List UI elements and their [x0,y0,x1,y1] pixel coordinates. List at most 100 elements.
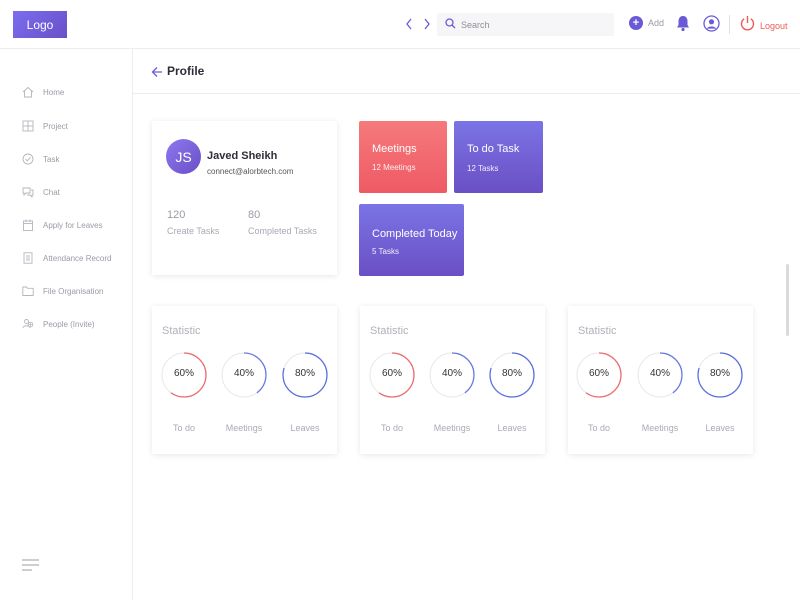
progress-ring: 40% Meetings [429,352,475,433]
logout-button[interactable]: Logout [740,15,788,37]
document-icon [22,252,34,264]
ring-svg [282,352,328,398]
arrow-left-icon[interactable] [151,65,163,83]
ring-svg [369,352,415,398]
ring-svg [489,352,535,398]
tile-subtitle: 5 Tasks [372,247,399,256]
calendar-icon [22,219,34,231]
statistic-title: Statistic [162,325,201,337]
ring-label: Meetings [225,423,263,433]
progress-ring: 40% Meetings [637,352,683,433]
ring-svg [697,352,743,398]
people-icon [22,318,34,330]
completed-tasks-label: Completed Tasks [248,226,317,236]
ring-progress-arc [489,352,535,398]
ring-label: Meetings [433,423,471,433]
chat-icon [22,186,34,198]
menu-icon[interactable] [22,558,39,571]
search-icon [445,16,456,34]
sidebar-item-label: Project [43,121,68,131]
sidebar-item-chat[interactable]: Chat [22,185,60,199]
tile-subtitle: 12 Meetings [372,163,416,172]
ring-percent: 80% [709,368,730,379]
ring-progress-arc [697,352,743,398]
folder-icon [22,285,34,297]
bell-icon[interactable] [676,15,690,37]
search-input[interactable] [461,19,611,30]
home-icon [22,86,34,98]
ring-percent: 40% [233,368,254,379]
logo[interactable]: Logo [13,11,67,38]
ring-percent: 60% [381,368,402,379]
ring-percent: 40% [649,368,670,379]
tile-title: To do Task [467,143,520,155]
top-bar: Logo + Add Logout [0,0,800,49]
avatar[interactable]: JS [166,139,201,174]
ring-svg [161,352,207,398]
ring-percent: 60% [173,368,194,379]
chevron-left-icon[interactable] [405,18,413,30]
sidebar-item-label: File Organisation [43,286,104,296]
progress-ring: 80% Leaves [697,352,743,433]
power-icon [740,15,755,37]
ring-progress-arc [369,352,415,398]
progress-ring: 60% To do [161,352,207,433]
ring-progress-arc [221,352,267,398]
statistic-title: Statistic [370,325,409,337]
chevron-right-icon[interactable] [423,18,431,30]
ring-label: Meetings [641,423,679,433]
statistic-card: Statistic 60% To do 40% Meetings 80% Lea… [152,306,337,454]
todo-task-tile[interactable]: To do Task 12 Tasks [454,121,543,193]
plus-icon: + [629,16,643,30]
page-header: Profile [133,49,800,94]
ring-svg [429,352,475,398]
scrollbar[interactable] [786,264,789,336]
completed-tasks-count: 80 [248,209,261,221]
add-button[interactable]: + Add [629,16,664,30]
check-circle-icon [22,153,34,165]
sidebar-item-task[interactable]: Task [22,152,59,166]
ring-label: Leaves [497,423,527,433]
sidebar-item-label: Task [43,154,60,164]
ring-progress-arc [429,352,475,398]
history-nav [405,16,431,32]
progress-ring: 80% Leaves [489,352,535,433]
sidebar-item-attendance-record[interactable]: Attendance Record [22,251,112,265]
ring-progress-arc [282,352,328,398]
ring-label: Leaves [290,423,320,433]
sidebar-item-people-invite[interactable]: People (Invite) [22,317,95,331]
page-title: Profile [167,64,205,78]
ring-label: Leaves [705,423,735,433]
progress-ring: 60% To do [576,352,622,433]
grid-icon [22,120,34,132]
tile-subtitle: 12 Tasks [467,164,499,173]
ring-progress-arc [576,352,622,398]
user-icon[interactable] [703,15,720,37]
sidebar-item-label: Apply for Leaves [43,220,103,230]
sidebar-item-label: Home [43,87,65,97]
ring-progress-arc [637,352,683,398]
progress-ring: 60% To do [369,352,415,433]
completed-today-tile[interactable]: Completed Today 5 Tasks [359,204,464,276]
profile-email: connect@alorbtech.com [207,167,294,176]
ring-percent: 60% [588,368,609,379]
create-tasks-label: Create Tasks [167,226,220,236]
sidebar-item-label: Chat [43,187,60,197]
sidebar-item-file-organisation[interactable]: File Organisation [22,284,103,298]
sidebar-item-apply-for-leaves[interactable]: Apply for Leaves [22,218,103,232]
statistic-card: Statistic 60% To do 40% Meetings 80% Lea… [568,306,753,454]
tile-title: Completed Today [372,228,458,240]
ring-label: To do [380,423,404,433]
progress-ring: 40% Meetings [221,352,267,433]
logout-label: Logout [760,21,788,31]
meetings-tile[interactable]: Meetings 12 Meetings [359,121,447,193]
profile-card: JS Javed Sheikh connect@alorbtech.com 12… [152,121,337,275]
profile-name: Javed Sheikh [207,150,278,162]
search-box [437,13,614,36]
ring-percent: 80% [294,368,315,379]
sidebar-item-project[interactable]: Project [22,119,68,133]
sidebar-item-home[interactable]: Home [22,85,64,99]
ring-svg [576,352,622,398]
ring-svg [637,352,683,398]
statistic-title: Statistic [578,325,617,337]
